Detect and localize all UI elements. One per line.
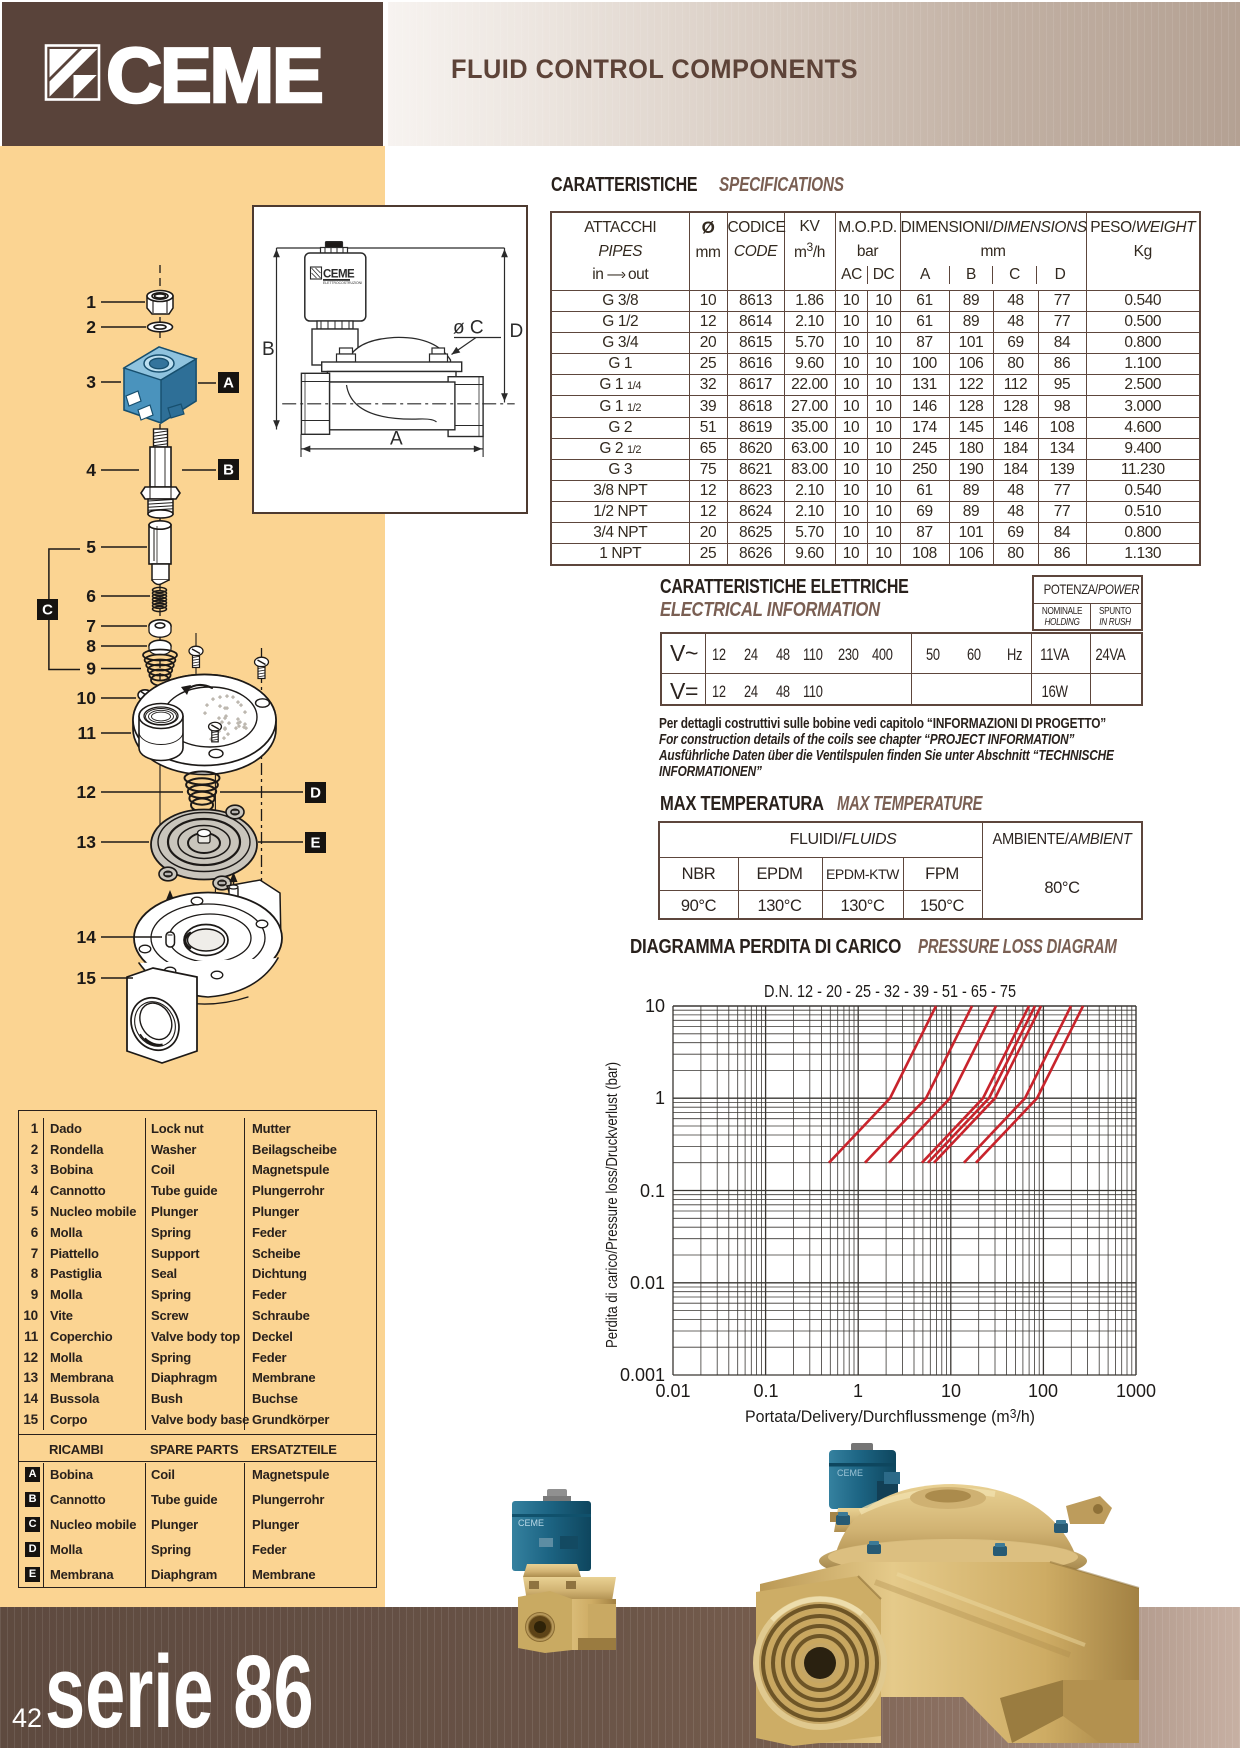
svg-text:A: A: [223, 375, 234, 392]
svg-text:1: 1: [86, 292, 96, 312]
svg-text:10: 10: [77, 688, 97, 708]
svg-text:1000: 1000: [1116, 1381, 1156, 1401]
svg-text:B: B: [223, 462, 234, 479]
svg-text:Perdita di carico/Pressure los: Perdita di carico/Pressure loss/Druckver…: [604, 1062, 621, 1348]
svg-text:CEME: CEME: [323, 269, 355, 281]
svg-text:C: C: [42, 602, 53, 619]
svg-text:13: 13: [77, 832, 97, 852]
svg-text:D: D: [510, 321, 524, 342]
svg-text:B: B: [262, 339, 275, 360]
svg-text:Portata/Delivery/Durchflussmen: Portata/Delivery/Durchflussmenge (m3/h): [745, 1407, 1035, 1426]
svg-text:11: 11: [78, 723, 97, 743]
svg-text:ø C: ø C: [453, 318, 484, 339]
svg-text:A: A: [390, 429, 403, 450]
svg-text:3: 3: [86, 372, 96, 392]
svg-text:CEME: CEME: [518, 1518, 544, 1528]
svg-text:5: 5: [86, 537, 96, 557]
svg-text:15: 15: [77, 968, 97, 988]
svg-text:10: 10: [941, 1381, 961, 1401]
svg-text:0.1: 0.1: [640, 1181, 665, 1201]
svg-text:1: 1: [655, 1088, 665, 1108]
svg-text:0.01: 0.01: [655, 1381, 690, 1401]
svg-text:0.1: 0.1: [753, 1381, 778, 1401]
svg-text:0.01: 0.01: [630, 1273, 665, 1293]
svg-text:6: 6: [86, 586, 96, 606]
svg-text:E: E: [310, 835, 320, 852]
svg-text:1: 1: [853, 1381, 863, 1401]
svg-text:0.001: 0.001: [620, 1365, 665, 1385]
svg-text:14: 14: [77, 927, 97, 947]
svg-text:4: 4: [86, 460, 96, 480]
svg-text:100: 100: [1028, 1381, 1058, 1401]
svg-text:7: 7: [86, 616, 96, 636]
svg-text:D: D: [310, 785, 321, 802]
svg-text:CEME: CEME: [106, 31, 321, 119]
svg-text:9: 9: [86, 659, 96, 679]
svg-text:2: 2: [86, 317, 96, 337]
svg-text:CEME: CEME: [837, 1468, 863, 1478]
svg-text:12: 12: [77, 782, 97, 802]
svg-text:D.N. 12 - 20 - 25 - 32 - 39 -: D.N. 12 - 20 - 25 - 32 - 39 - 51 - 65 - …: [764, 981, 1016, 1001]
svg-text:8: 8: [86, 636, 96, 656]
svg-text:10: 10: [645, 996, 665, 1016]
svg-text:ELETTROCOSTRUZIONI: ELETTROCOSTRUZIONI: [323, 281, 362, 285]
